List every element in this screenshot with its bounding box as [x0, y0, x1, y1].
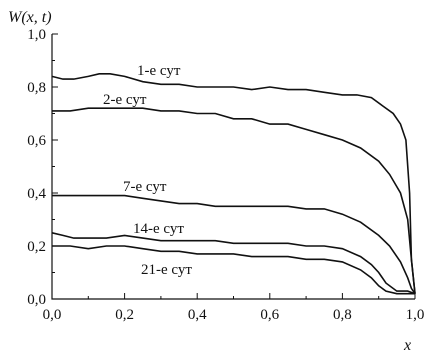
y-tick-label: 0,4: [27, 186, 46, 202]
series-line-5: [52, 245, 415, 295]
plot-area: 0,0 0,2 0,4 0,6 0,8 1,0 0,0 0,2 0,4 0,6 0,8 1,0 1-…: [27, 27, 424, 323]
y-tick-label: 0,2: [27, 239, 46, 255]
series-line-3: [52, 194, 416, 295]
x-tick-label: 0,2: [115, 307, 134, 323]
x-tick-label: 0,6: [260, 307, 279, 323]
series-label-2: 2-е сут: [103, 92, 147, 108]
series-line-1: [51, 73, 416, 294]
y-tick-label: 0,8: [27, 80, 46, 96]
series-labels: 1-е сут 2-е сут 7-е сут 14-е сут 21-е сут: [103, 63, 192, 278]
x-tick-label: 1,0: [406, 307, 425, 323]
y-tick-label: 0,0: [27, 292, 46, 308]
y-tick-label: 0,6: [27, 133, 46, 149]
x-axis-label: x: [403, 337, 411, 353]
x-axis-ticks: 0,0 0,2 0,4 0,6 0,8 1,0: [43, 293, 425, 323]
series-line-4: [51, 232, 416, 295]
series-label-4: 14-е сут: [133, 221, 184, 237]
series-label-1: 1-е сут: [137, 63, 181, 79]
x-tick-label: 0,4: [188, 307, 207, 323]
y-axis-label: W(x, t): [8, 9, 52, 26]
series-lines: [51, 73, 416, 295]
series-label-3: 7-е сут: [123, 179, 167, 195]
y-axis-ticks: 0,0 0,2 0,4 0,6 0,8 1,0: [27, 27, 58, 308]
x-tick-label: 0,8: [333, 307, 352, 323]
x-tick-label: 0,0: [43, 307, 62, 323]
y-tick-label: 1,0: [27, 27, 46, 43]
series-line-2: [52, 107, 416, 294]
series-label-5: 21-е сут: [141, 262, 192, 278]
